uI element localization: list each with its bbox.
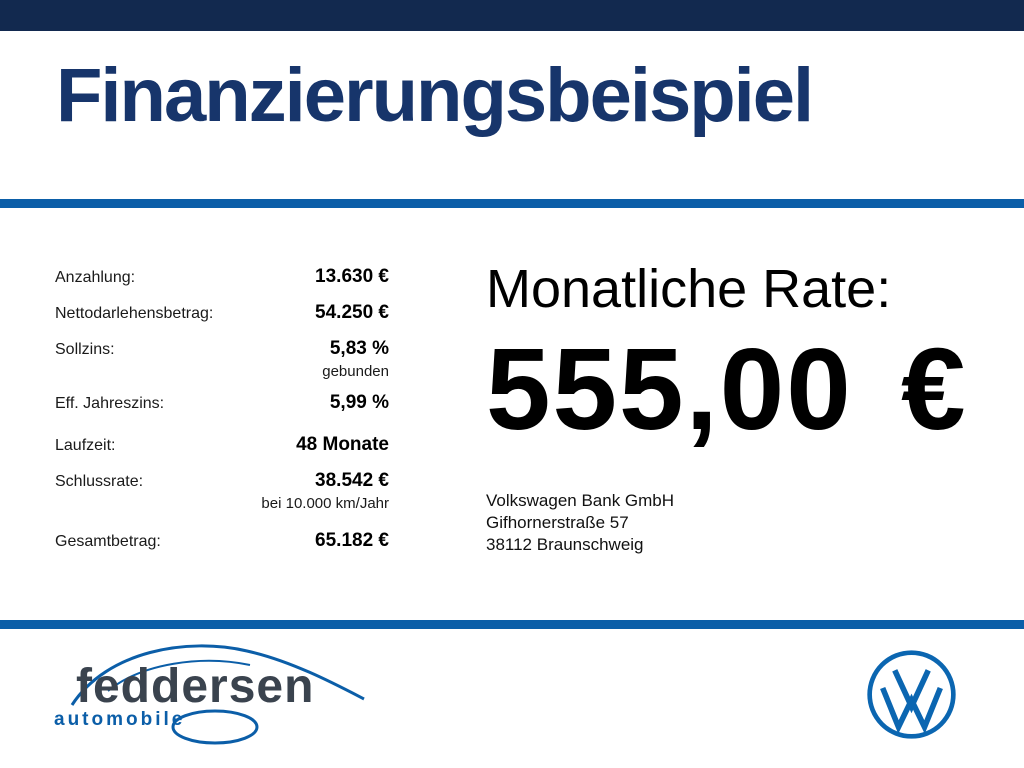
dealer-logo: feddersen automobile xyxy=(52,633,372,761)
car-sketch-icon xyxy=(70,644,365,745)
footer: feddersen automobile xyxy=(0,629,1024,768)
finance-row-value: 5,99 % xyxy=(329,392,389,413)
finance-row-value: 48 Monate xyxy=(296,434,389,455)
vw-logo-icon xyxy=(867,650,956,739)
finance-row-note: bei 10.000 km/Jahr xyxy=(261,495,389,512)
top-divider xyxy=(0,199,1024,208)
bank-street: Gifhornerstraße 57 xyxy=(486,513,629,532)
finance-row-value: 13.630 € xyxy=(315,266,389,287)
finance-row-gesamtbetrag: Gesamtbetrag: 65.182 € xyxy=(55,530,389,552)
finance-table: Anzahlung: 13.630 € Nettodarlehensbetrag… xyxy=(55,266,389,566)
finance-row-value: 38.542 € xyxy=(315,470,389,491)
finance-row-label: Anzahlung: xyxy=(55,269,136,286)
dealer-subtitle: automobile xyxy=(54,709,186,730)
finance-row-label: Laufzeit: xyxy=(55,437,116,454)
finance-row-nettodarlehensbetrag: Nettodarlehensbetrag: 54.250 € xyxy=(55,302,389,324)
finance-row-label: Nettodarlehensbetrag: xyxy=(55,305,214,322)
monthly-rate-value: 555,00 € xyxy=(486,324,968,454)
finance-row-label: Gesamtbetrag: xyxy=(55,533,161,550)
bank-city: 38112 Braunschweig xyxy=(486,535,644,554)
bank-address: Volkswagen Bank GmbH Gifhornerstraße 57 … xyxy=(486,490,1006,556)
finance-row-label: Eff. Jahreszins: xyxy=(55,395,165,412)
bank-name: Volkswagen Bank GmbH xyxy=(486,491,675,510)
finance-row-label: Schlussrate: xyxy=(55,473,144,490)
dealer-name: feddersen xyxy=(76,660,315,713)
monthly-rate-label: Monatliche Rate: xyxy=(486,259,892,319)
page-title: Finanzierungsbeispiel xyxy=(56,53,814,138)
monthly-rate-block: Monatliche Rate: 555,00 € Volkswagen Ban… xyxy=(486,258,1006,556)
finance-row-value: 54.250 € xyxy=(315,302,389,323)
finance-row-laufzeit: Laufzeit: 48 Monate xyxy=(55,434,389,456)
top-navy-bar xyxy=(0,0,1024,31)
finance-row-anzahlung: Anzahlung: 13.630 € xyxy=(55,266,389,288)
finance-row-label: Sollzins: xyxy=(55,341,115,358)
finance-row-schlussrate: Schlussrate: 38.542 € xyxy=(55,470,389,492)
finance-row-sollzins: Sollzins: 5,83 % xyxy=(55,338,389,360)
finance-row-value: 5,83 % xyxy=(329,338,389,359)
finance-row-value: 65.182 € xyxy=(315,530,389,551)
finance-row-eff-jahreszins: Eff. Jahreszins: 5,99 % xyxy=(55,392,389,414)
finance-row-note: gebunden xyxy=(322,363,389,380)
bottom-divider xyxy=(0,620,1024,629)
